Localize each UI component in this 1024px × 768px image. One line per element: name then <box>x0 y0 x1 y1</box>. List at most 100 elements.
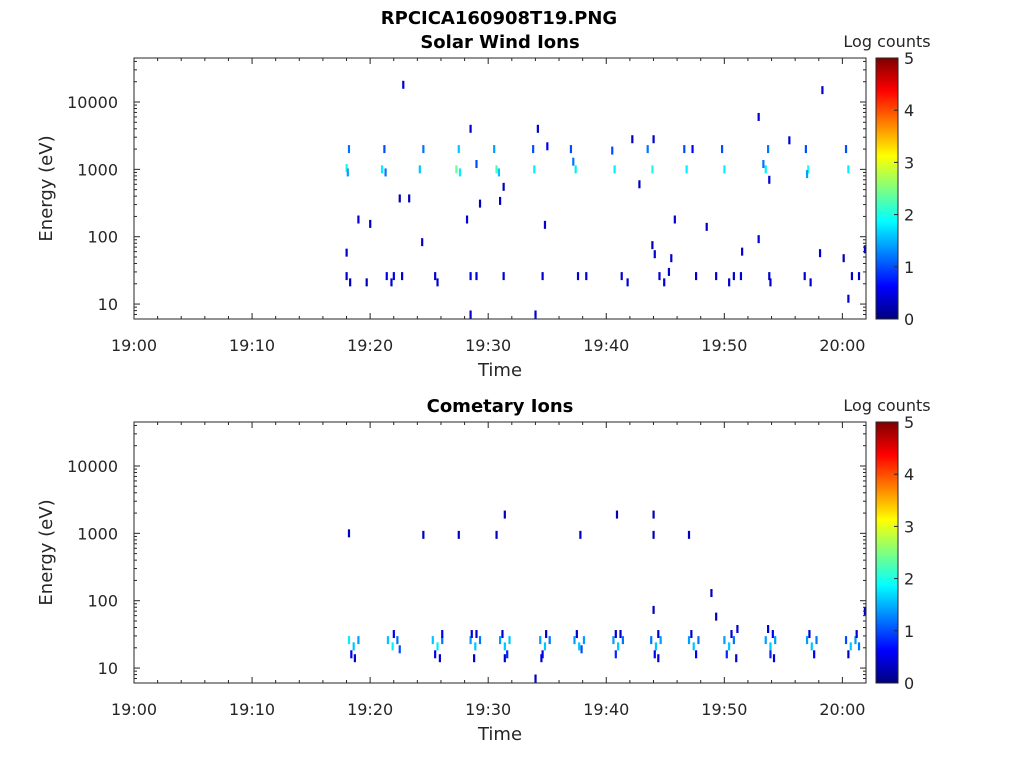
heatmap-cell <box>772 654 776 663</box>
heatmap-cell <box>651 241 654 250</box>
heatmap-cell <box>715 272 718 281</box>
colorbar-tick-label: 3 <box>904 153 914 172</box>
heatmap-cell <box>805 636 809 645</box>
colorbar <box>875 57 899 320</box>
heatmap-cell <box>345 248 348 257</box>
heatmap-cell <box>474 642 477 651</box>
heatmap-cell <box>546 142 549 151</box>
heatmap-cell <box>434 272 437 281</box>
heatmap-cell <box>764 636 767 645</box>
heatmap-cell <box>735 654 738 663</box>
colorbar-label: Log counts <box>843 396 930 415</box>
heatmap-cell <box>475 160 478 169</box>
heatmap-cell <box>614 650 617 659</box>
heatmap-cell <box>767 625 770 634</box>
heatmap-cell <box>398 645 401 654</box>
heatmap-cell <box>626 278 629 287</box>
y-tick-label: 10000 <box>67 93 118 112</box>
heatmap-cell <box>659 636 662 645</box>
colorbar <box>875 421 899 684</box>
heatmap-cell <box>809 278 812 287</box>
y-tick-label: 1000 <box>77 160 118 179</box>
x-tick-label: 19:50 <box>701 700 747 719</box>
heatmap-cell <box>396 636 399 645</box>
heatmap-cell <box>353 654 356 663</box>
heatmap-cell <box>469 272 472 281</box>
heatmap-cell <box>762 160 765 169</box>
heatmap-cell <box>730 630 733 639</box>
colorbar-tick-label: 2 <box>904 206 914 225</box>
heatmap-cell <box>614 630 617 639</box>
heatmap-cell <box>715 612 718 621</box>
heatmap-cell <box>576 272 580 281</box>
heatmap-cell <box>418 165 421 174</box>
heatmap-cell <box>457 530 460 539</box>
heatmap-cell <box>436 278 439 287</box>
heatmap-cell <box>431 636 434 645</box>
heatmap-cell <box>495 530 498 539</box>
heatmap-cell <box>657 654 660 663</box>
heatmap-cell <box>803 272 806 281</box>
heatmap-cell <box>384 168 387 177</box>
x-axis-label: Time <box>477 724 522 745</box>
heatmap-cell <box>398 194 401 203</box>
heatmap-cell <box>615 510 619 519</box>
heatmap-cell <box>508 636 511 645</box>
heatmap-cell <box>422 530 425 539</box>
y-tick-label: 10 <box>98 659 118 678</box>
heatmap-cell <box>572 157 575 166</box>
heatmap-cell <box>654 642 658 651</box>
heatmap-cell <box>757 112 760 121</box>
heatmap-cell <box>728 642 731 651</box>
y-axis-label: Energy (eV) <box>36 135 57 241</box>
colorbar-tick-label: 1 <box>904 622 914 641</box>
heatmap-cell <box>844 145 848 154</box>
heatmap-cell <box>815 636 818 645</box>
heatmap-cell <box>536 124 539 133</box>
heatmap-cell <box>723 165 726 174</box>
heatmap-cell <box>573 636 576 645</box>
heatmap-cell <box>725 650 728 659</box>
heatmap-cell <box>844 636 848 645</box>
heatmap-cell <box>469 310 472 319</box>
heatmap-cell <box>391 642 394 651</box>
heatmap-cell <box>455 165 458 174</box>
heatmap-cell <box>732 272 735 281</box>
heatmap-cell <box>469 636 472 645</box>
heatmap-cell <box>769 278 772 287</box>
panel-title: Cometary Ions <box>427 396 574 417</box>
heatmap-cell <box>458 168 462 177</box>
heatmap-cell <box>579 530 582 539</box>
heatmap-cell <box>694 650 698 659</box>
heatmap-cell <box>646 145 649 154</box>
heatmap-cell <box>685 165 688 174</box>
heatmap-cell <box>631 135 634 144</box>
x-tick-label: 19:10 <box>229 700 275 719</box>
heatmap-cell <box>849 642 852 651</box>
heatmap-cell <box>503 510 506 519</box>
heatmap-cell <box>847 294 850 303</box>
heatmap-cell <box>470 630 473 639</box>
colorbar-tick-label: 0 <box>904 674 914 693</box>
heatmap-cell <box>541 650 544 659</box>
heatmap-cell <box>728 278 731 287</box>
heatmap-cell <box>347 636 351 645</box>
heatmap-cell <box>578 642 581 651</box>
heatmap-cell <box>540 654 543 663</box>
heatmap-cell <box>543 642 547 651</box>
heatmap-cell <box>658 272 661 281</box>
heatmap-cell <box>580 645 583 654</box>
heatmap-cell <box>769 642 772 651</box>
heatmap-cell <box>357 636 360 645</box>
y-tick-label: 10000 <box>67 457 118 476</box>
heatmap-cell <box>813 650 816 659</box>
heatmap-cell <box>854 636 857 645</box>
heatmap-cell <box>392 630 395 639</box>
x-tick-label: 19:00 <box>111 336 157 355</box>
colorbar-tick-label: 0 <box>904 310 914 329</box>
colorbar-tick-label: 5 <box>904 49 914 68</box>
heatmap-cell <box>652 510 655 519</box>
heatmap-cell <box>438 654 441 663</box>
heatmap-cell <box>532 145 535 154</box>
